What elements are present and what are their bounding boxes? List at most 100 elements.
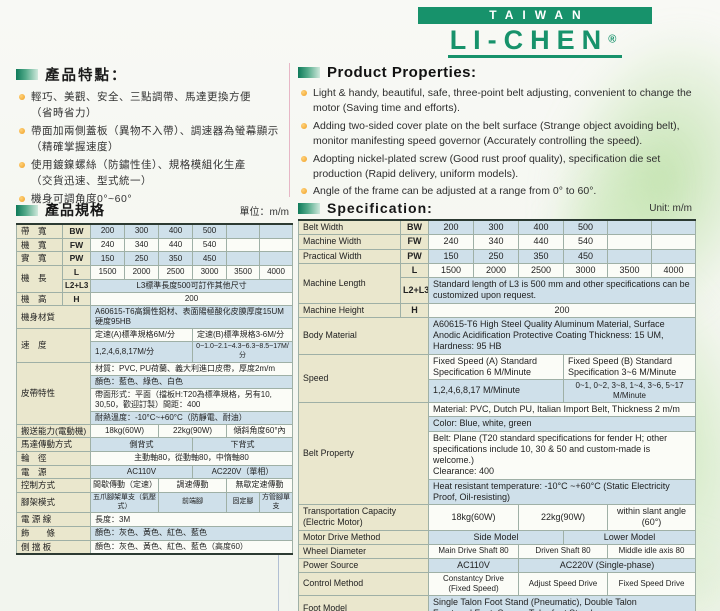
- spec-cell: 4000: [259, 264, 293, 280]
- spec-row: Body Material A60615-T6 High Steel Qualit…: [298, 316, 696, 355]
- spec-cell: PW: [400, 248, 429, 264]
- spec-cell: 400: [158, 223, 193, 239]
- feature-text: Light & handy, beautiful, safe, three-po…: [313, 87, 692, 114]
- spec-cell: L3標準長度500可訂作其他尺寸: [90, 278, 293, 293]
- row-label: 控制方式: [16, 478, 91, 493]
- row-label: 腳架模式: [16, 491, 91, 514]
- spec-title-text: 產品規格: [45, 202, 105, 218]
- spec-row: 耐熱溫度：-10°C~+60°C（防靜電、耐油）: [17, 410, 293, 425]
- spec-cell: [226, 237, 260, 253]
- spec-cell: 下背式: [192, 437, 293, 452]
- spec-cell: 340: [473, 234, 519, 250]
- registered-mark: ®: [608, 33, 617, 46]
- spec-cell: BW: [62, 223, 91, 239]
- spec-cell: Color: Blue, white, green: [428, 416, 696, 432]
- spec-row: Wheel Diameter Main Drive Shaft 80 Driven …: [298, 543, 696, 559]
- unit-label: Unit: m/m: [649, 202, 692, 214]
- spec-cell: 3000: [563, 262, 608, 279]
- feature-item: Light & handy, beautiful, safe, three-po…: [298, 86, 698, 116]
- spec-cell: 150: [428, 248, 474, 264]
- spec-row: Control Method Constantcy Drive (Fixed Sp…: [298, 571, 696, 596]
- spec-cell: [259, 223, 293, 239]
- spec-cell: 500: [563, 219, 608, 236]
- section-marker-icon: [16, 204, 38, 216]
- feature-item: Angle of the frame can be adjusted at a …: [298, 184, 698, 199]
- row-label: 帶 寬: [16, 223, 63, 239]
- spec-cell: 間歇傳動（定速）: [90, 478, 159, 493]
- spec-cell: Fixed Speed Drive: [607, 571, 696, 596]
- spec-cell: [226, 251, 260, 266]
- spec-row: 帶面形式：平面（擋板H:T20為標準規格，另有10, 30,50，歡迎訂製）間距…: [17, 387, 293, 412]
- row-label: 機 長: [16, 264, 63, 293]
- row-label: 速 度: [16, 328, 91, 363]
- spec-row: 輪 徑主動軸80，從動軸80，中惰軸80: [16, 450, 293, 466]
- spec-cell: Middle idle axis 80: [607, 543, 696, 559]
- spec-cell: 150: [90, 251, 125, 266]
- spec-cell: 顏色：灰色、黃色、紅色、藍色: [90, 525, 293, 541]
- bullet-icon: [301, 90, 307, 96]
- row-label: Belt Property: [298, 402, 429, 505]
- spec-row: 飾 條顏色：灰色、黃色、紅色、藍色: [16, 525, 293, 541]
- row-label: 飾 條: [16, 525, 91, 541]
- spec-cell: 200: [90, 223, 125, 239]
- scan-artifact-line: [278, 547, 279, 611]
- spec-cell: 方管腳單支: [259, 491, 293, 514]
- spec-cell: A60615-T6 High Steel Quality Aluminum Ma…: [428, 316, 696, 355]
- spec-cell: Standard length of L3 is 500 mm and othe…: [428, 277, 696, 304]
- row-label: 搬送能力(電動機): [16, 423, 91, 439]
- spec-cell: 540: [563, 234, 608, 250]
- logo-brand-name: LI-CHEN: [449, 25, 609, 55]
- bullet-icon: [301, 155, 307, 162]
- spec-cell: Driven Shaft 80: [518, 543, 608, 559]
- row-label: Transportation Capacity (Electric Motor): [298, 504, 429, 531]
- spec-cell: 顏色：灰色、黃色、紅色、藍色（高度60）: [90, 539, 293, 555]
- feature-text: 帶面加兩側蓋板（異物不入帶）、調速器為螢幕顯示 （精確掌握速度）: [31, 125, 279, 153]
- spec-cell: 主動軸80，從動軸80，中惰軸80: [90, 450, 293, 466]
- spec-cell: 0~1.0~2.1~4.3~6.3~8.5~17M/分: [192, 341, 293, 363]
- spec-cell: 540: [192, 237, 227, 253]
- spec-cell: Main Drive Shaft 80: [428, 543, 519, 559]
- spec-cell: 340: [124, 237, 159, 253]
- spec-cell: [607, 219, 652, 236]
- spec-row: 側 擋 板顏色：灰色、黃色、紅色、藍色（高度60）: [16, 539, 293, 555]
- bullet-icon: [301, 188, 307, 195]
- row-label: Speed: [298, 353, 429, 403]
- spec-cell: L: [62, 264, 91, 280]
- spec-cell: 240: [90, 237, 125, 253]
- bullet-icon: [19, 162, 25, 169]
- spec-cell: 200: [428, 219, 474, 236]
- spec-row: L2+L3 L3標準長度500可訂作其他尺寸: [17, 278, 293, 293]
- spec-row: Speed Fixed Speed (A) Standard Specificat…: [298, 353, 696, 403]
- spec-cell: 18kg(60W): [428, 504, 519, 531]
- row-label: 皮帶特性: [16, 361, 91, 425]
- feature-text: 機身可調角度0°~60°: [31, 193, 133, 206]
- section-title-text: 產品特點：: [45, 68, 128, 84]
- feature-item: 使用鍍鎳螺絲（防鏽性佳）、規格模組化生產 （交貨迅速、型式統一）: [16, 158, 294, 189]
- spec-cell: 3500: [607, 262, 652, 279]
- spec-cell: 350: [158, 251, 193, 266]
- spec-header-chinese: 產品規格 單位：m/m: [16, 200, 293, 220]
- spec-cell: 1,2,4,6,8,17M/分: [90, 341, 193, 363]
- spec-cell: Belt: Plane (T20 standard specifications…: [428, 430, 696, 480]
- bullet-icon: [19, 94, 25, 100]
- spec-row: 顏色：藍色、綠色、白色: [17, 374, 293, 389]
- spec-row: 機 寬 FW 240 340 440 540: [16, 237, 293, 253]
- spec-row: 控制方式 間歇傳動（定速） 調速傳動 無歇定速傳動: [16, 478, 293, 493]
- spec-row: 機 長 L 1500 2000 2500 3000 3500 4000: [16, 264, 293, 293]
- spec-row: 機身材質 A60615-T6高鋼性鋁材、表面陽極酸化皮膜厚度15UM硬度95HB: [16, 305, 293, 330]
- row-label: Body Material: [298, 316, 429, 355]
- spec_cn-grid: 帶 寬 BW 200 300 400 500 機 寬 FW 240 340 440 540 實 寬 PW 1…: [16, 223, 293, 556]
- spec-cell: Fixed Speed (B) Standard Specification 3…: [563, 353, 696, 380]
- spec-row: Machine Height H 200: [298, 302, 696, 318]
- spec-cell: 450: [192, 251, 227, 266]
- spec-title-text: Specification:: [327, 200, 433, 216]
- spec-cell: 3000: [192, 264, 227, 280]
- spec-cell: 300: [124, 223, 159, 239]
- spec-cell: 300: [473, 219, 519, 236]
- features-title-chinese: 產品特點：: [16, 64, 294, 85]
- spec-cell: 200: [90, 291, 293, 307]
- spec-cell: L2+L3: [400, 277, 429, 304]
- spec-cell: Material: PVC, Dutch PU, Italian Import …: [428, 401, 696, 418]
- spec-row: 腳架模式 五爪腳架單支（氣壓式） 前端腳 固定腳 方管腳單支: [16, 491, 293, 514]
